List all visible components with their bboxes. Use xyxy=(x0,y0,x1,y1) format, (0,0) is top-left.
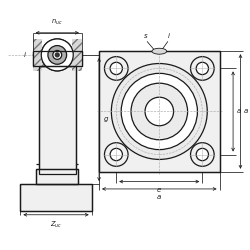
Text: $s$: $s$ xyxy=(143,32,148,40)
Circle shape xyxy=(196,62,208,74)
Bar xyxy=(39,66,76,174)
Bar xyxy=(70,51,82,66)
Bar xyxy=(36,169,78,184)
Bar xyxy=(20,184,92,211)
Bar xyxy=(99,51,220,172)
Circle shape xyxy=(110,148,122,161)
Text: $Z_{uc}$: $Z_{uc}$ xyxy=(50,220,62,230)
Circle shape xyxy=(53,50,62,59)
Bar xyxy=(20,184,92,211)
Text: $i$: $i$ xyxy=(22,50,26,59)
Circle shape xyxy=(110,62,122,74)
Circle shape xyxy=(111,64,207,160)
Circle shape xyxy=(41,39,73,71)
Circle shape xyxy=(190,143,214,166)
Bar xyxy=(33,51,82,66)
Circle shape xyxy=(131,83,188,140)
Text: $a$: $a$ xyxy=(156,193,162,201)
Circle shape xyxy=(48,46,66,64)
Bar xyxy=(36,169,78,184)
Circle shape xyxy=(145,97,174,126)
Text: $n_{uc}$: $n_{uc}$ xyxy=(52,18,63,27)
Bar xyxy=(33,51,45,66)
Circle shape xyxy=(190,57,214,80)
Circle shape xyxy=(104,57,128,80)
Text: $e$: $e$ xyxy=(156,186,162,194)
Circle shape xyxy=(104,143,128,166)
Text: $a$: $a$ xyxy=(236,108,242,116)
Ellipse shape xyxy=(152,48,167,54)
Bar xyxy=(33,51,82,66)
Text: $g$: $g$ xyxy=(104,115,110,124)
Text: $a$: $a$ xyxy=(244,108,249,116)
Circle shape xyxy=(41,39,73,71)
Bar xyxy=(39,66,76,174)
Circle shape xyxy=(55,53,59,57)
Circle shape xyxy=(121,73,198,150)
Bar xyxy=(33,39,42,71)
Text: $i$: $i$ xyxy=(167,31,171,40)
Bar xyxy=(99,51,220,172)
Circle shape xyxy=(196,148,208,161)
Bar xyxy=(72,39,82,71)
